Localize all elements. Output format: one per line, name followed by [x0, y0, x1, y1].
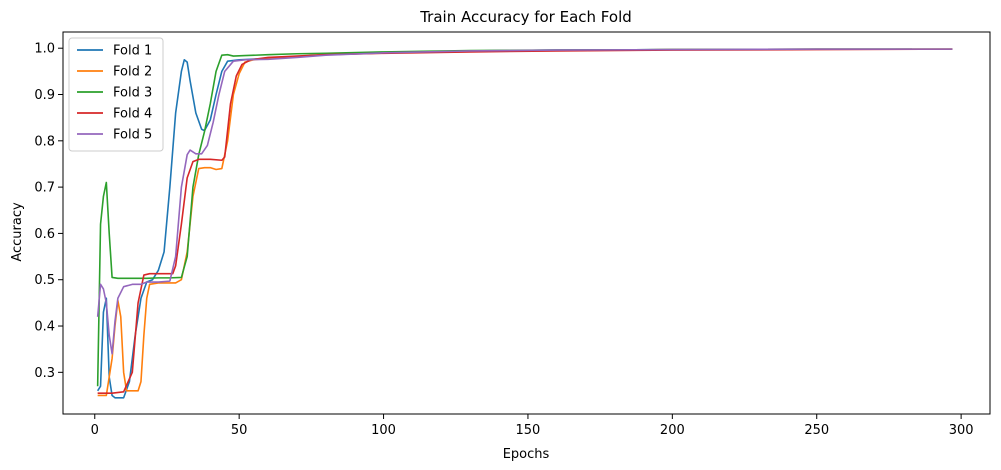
y-tick-label: 0.9 — [34, 88, 55, 103]
chart-title: Train Accuracy for Each Fold — [419, 8, 632, 26]
series-line-fold-5 — [96, 48, 953, 355]
series-line-fold-4 — [97, 48, 953, 394]
legend-label: Fold 2 — [113, 65, 152, 80]
legend-label: Fold 1 — [113, 44, 152, 59]
series-line-fold-1 — [96, 48, 913, 399]
x-tick-label: 50 — [231, 423, 248, 438]
y-tick-label: 0.8 — [34, 134, 55, 149]
y-axis: 0.3 0.4 0.5 0.6 0.7 0.8 0.9 1.0 — [34, 42, 63, 381]
y-tick-label: 0.4 — [34, 320, 55, 335]
legend-box — [68, 37, 164, 152]
x-tick-label: 0 — [91, 423, 99, 438]
y-tick-label: 0.5 — [34, 273, 55, 288]
legend-label: Fold 5 — [113, 128, 152, 143]
y-tick-label: 1.0 — [34, 42, 55, 57]
y-tick-label: 0.3 — [34, 366, 55, 381]
series-line-fold-3 — [96, 48, 953, 387]
x-tick-label: 100 — [371, 423, 396, 438]
y-axis-label: Accuracy — [10, 202, 25, 262]
y-tick-label: 0.7 — [34, 181, 55, 196]
plot-frame — [62, 31, 991, 415]
legend-label: Fold 3 — [113, 86, 152, 101]
x-tick-label: 150 — [516, 423, 541, 438]
x-tick-label: 300 — [949, 423, 974, 438]
x-tick-label: 250 — [804, 423, 829, 438]
legend: Fold 1 Fold 2 Fold 3 Fold 4 Fold 5 — [68, 37, 164, 152]
x-tick-label: 200 — [660, 423, 685, 438]
x-axis: 0 50 100 150 200 250 300 — [91, 414, 974, 438]
series-line-fold-2 — [97, 48, 953, 397]
legend-label: Fold 4 — [113, 107, 152, 122]
x-axis-label: Epochs — [503, 447, 550, 462]
y-tick-label: 0.6 — [34, 227, 55, 242]
